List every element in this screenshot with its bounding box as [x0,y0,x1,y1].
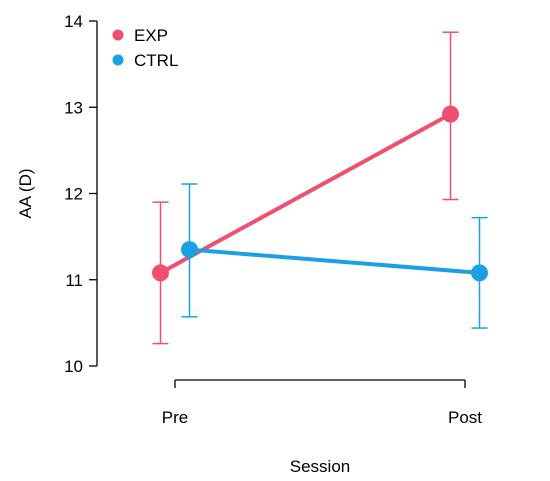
axes: 10 11 12 13 14 Pre Post [64,12,482,427]
series-line [187,247,482,275]
series-ctrl [181,183,488,329]
y-ticks: 10 11 12 13 14 [64,12,97,376]
x-axis-title: Session [290,457,350,476]
legend-marker-ctrl [112,54,124,66]
y-tick-label: 10 [64,357,83,376]
series-line [158,112,453,275]
legend-label-ctrl: CTRL [134,51,178,70]
y-axis-title: AA (D) [16,168,35,218]
legend-marker-exp [112,29,124,41]
legend-label-exp: EXP [134,26,168,45]
x-tick-label: Pre [162,408,188,427]
y-tick-label: 12 [64,185,83,204]
legend-item-exp: EXP [112,26,168,45]
x-tick-label: Post [448,408,482,427]
data-point [152,264,169,282]
legend: EXP CTRL [112,26,178,70]
data-point [471,264,488,282]
x-ticks: Pre Post [162,380,482,427]
series-exp [152,31,459,345]
y-tick-label: 13 [64,98,83,117]
y-tick-label: 11 [65,271,83,290]
plot-series [152,31,488,345]
data-point [442,105,459,123]
y-tick-label: 14 [64,12,83,31]
data-point [181,241,198,259]
legend-item-ctrl: CTRL [112,51,178,70]
